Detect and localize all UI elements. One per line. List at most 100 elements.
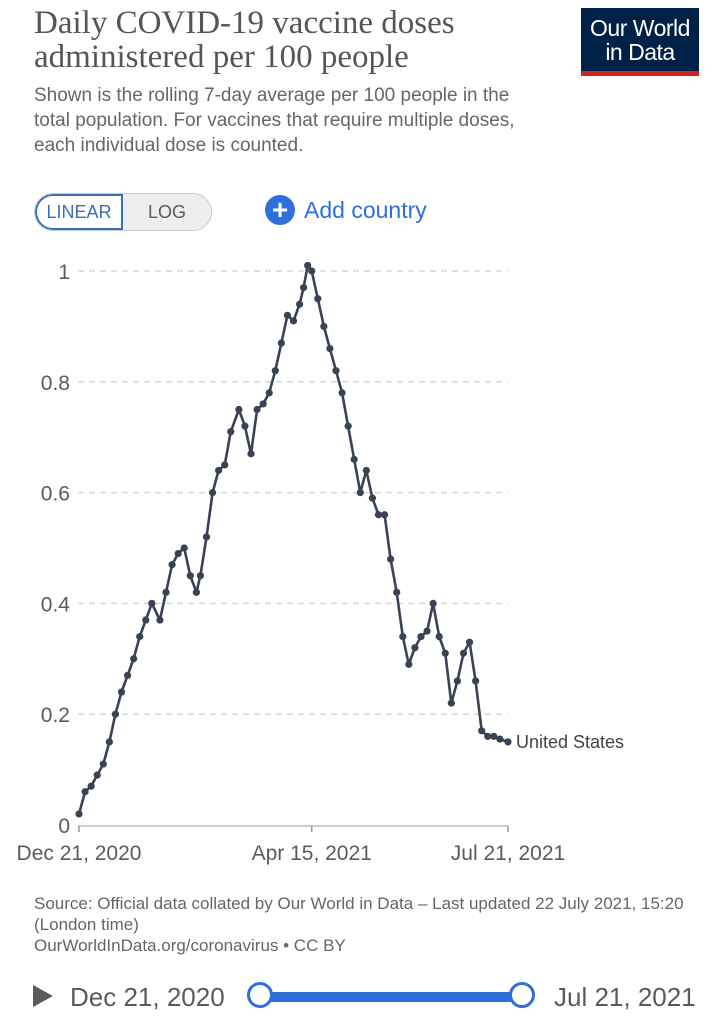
data-point — [459, 649, 468, 657]
data-point — [87, 782, 95, 790]
timeline-track[interactable] — [260, 992, 522, 1002]
x-tick-label: Jul 21, 2021 — [451, 842, 565, 865]
line-chart: 0 0.2 0.4 0.6 0.8 1 Dec 21, 2020 Apr 15, 2021 Ju… — [17, 261, 625, 865]
data-point — [411, 644, 419, 652]
log-scale-button[interactable]: LOG — [123, 194, 211, 230]
y-tick-label: 0 — [58, 815, 70, 838]
data-point — [326, 344, 334, 353]
source-note: Source: Official data collated by Our Wo… — [34, 893, 684, 956]
data-point — [478, 727, 486, 735]
data-point — [283, 311, 292, 319]
data-point — [465, 638, 474, 646]
scale-toggle: LINEAR LOG — [34, 193, 212, 231]
owid-logo[interactable]: Our World in Data — [581, 8, 699, 76]
data-point — [259, 400, 267, 408]
data-point — [344, 422, 352, 430]
y-tick-label: 1 — [58, 261, 70, 284]
data-point — [130, 655, 138, 663]
data-point — [136, 633, 144, 641]
chart-title: Daily COVID-19 vaccine doses administere… — [34, 5, 455, 75]
data-point — [374, 511, 383, 519]
data-point — [393, 588, 401, 596]
y-tick-label: 0.4 — [41, 593, 71, 616]
data-point — [221, 461, 229, 469]
data-point — [241, 422, 249, 430]
data-point — [405, 660, 413, 668]
logo-line1: Our World — [590, 15, 690, 41]
data-point — [490, 732, 498, 740]
data-point — [289, 317, 298, 325]
data-point — [314, 295, 322, 303]
logo-line2: in Data — [605, 39, 675, 65]
data-point — [186, 572, 194, 580]
add-country-button[interactable]: + Add country — [265, 193, 427, 227]
data-point — [93, 771, 101, 779]
data-point — [435, 633, 443, 641]
x-tick-label: Dec 21, 2020 — [17, 842, 142, 865]
data-point — [387, 555, 395, 563]
data-point — [295, 300, 304, 308]
data-point — [472, 677, 480, 685]
data-point — [362, 466, 370, 475]
data-point — [484, 732, 492, 740]
plus-circle-icon: + — [265, 195, 295, 225]
y-tick-label: 0.2 — [41, 704, 70, 727]
data-point — [350, 455, 358, 463]
chart-subtitle: Shown is the rolling 7-day average per 1… — [34, 85, 515, 156]
data-point — [81, 788, 89, 796]
timeline: Dec 21, 2020 Jul 21, 2021 — [0, 970, 724, 1024]
play-icon[interactable] — [33, 985, 53, 1007]
data-point — [429, 599, 437, 607]
data-point — [148, 599, 156, 607]
data-point — [247, 450, 255, 458]
data-point — [441, 649, 449, 657]
data-point — [105, 738, 113, 746]
data-point — [142, 616, 150, 624]
data-point — [304, 261, 312, 270]
add-country-label: Add country — [304, 196, 427, 223]
data-point — [123, 671, 132, 680]
series-line-united-states — [77, 264, 509, 815]
y-tick-label: 0.8 — [41, 372, 70, 395]
data-point — [99, 760, 107, 768]
data-point — [265, 389, 273, 397]
data-point — [192, 588, 200, 596]
data-point — [75, 810, 83, 818]
source-text: Source: Official data collated by Our Wo… — [34, 894, 684, 934]
data-point — [447, 699, 455, 707]
data-point — [180, 544, 188, 552]
source-link[interactable]: OurWorldInData.org/coronavirus • CC BY — [34, 936, 346, 955]
timeline-start-handle[interactable] — [247, 982, 273, 1008]
data-point — [417, 633, 425, 641]
data-point — [300, 284, 308, 292]
data-point — [162, 588, 170, 596]
data-point — [338, 389, 346, 397]
x-tick-label: Apr 15, 2021 — [252, 842, 372, 865]
data-point — [271, 367, 279, 375]
timeline-start-label: Dec 21, 2020 — [70, 982, 225, 1012]
data-point — [168, 561, 176, 569]
data-point — [453, 677, 462, 685]
data-point — [208, 489, 217, 497]
data-point — [368, 494, 377, 502]
y-tick-label: 0.6 — [41, 483, 70, 506]
data-point — [253, 405, 261, 414]
linear-scale-button[interactable]: LINEAR — [35, 194, 123, 230]
data-point — [117, 688, 126, 696]
data-point — [215, 466, 223, 475]
data-point — [423, 627, 431, 635]
series-label: United States — [516, 732, 624, 752]
data-point — [504, 738, 512, 746]
data-point — [380, 511, 389, 519]
data-point — [332, 367, 340, 375]
data-point — [235, 405, 243, 414]
data-point — [496, 735, 504, 743]
timeline-end-handle[interactable] — [509, 982, 535, 1008]
data-point — [111, 710, 120, 718]
data-point — [356, 489, 364, 497]
data-point — [196, 572, 205, 580]
data-point — [156, 616, 164, 624]
data-point — [202, 533, 211, 541]
data-point — [308, 267, 316, 275]
data-point — [277, 339, 285, 347]
